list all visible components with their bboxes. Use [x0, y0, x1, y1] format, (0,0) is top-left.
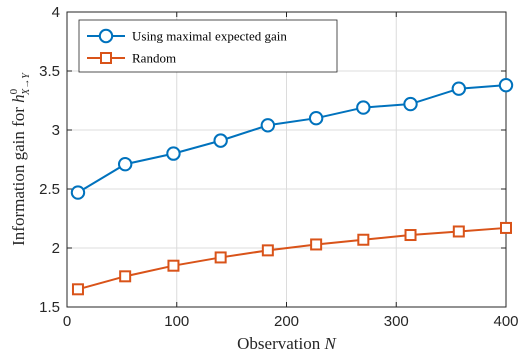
legend: Using maximal expected gain Random — [78, 19, 338, 73]
y-tick-label: 4 — [52, 4, 60, 21]
series-circle — [70, 77, 514, 200]
axis-ticks: 0 100 200 300 400 1.5 2 2.5 3 3.5 4 — [39, 4, 518, 330]
legend-label: Random — [132, 51, 176, 66]
data-point — [308, 111, 324, 126]
data-point — [260, 118, 276, 133]
data-point — [357, 233, 370, 246]
legend-label: Using maximal expected gain — [132, 29, 287, 44]
x-axis-label: Observation N — [237, 334, 337, 353]
x-tick-label: 200 — [274, 313, 299, 330]
series-line — [77, 84, 507, 194]
data-point — [498, 77, 514, 93]
data-point — [452, 225, 465, 238]
series — [70, 77, 514, 296]
data-point — [261, 244, 274, 257]
data-point — [403, 96, 418, 112]
data-point — [70, 185, 86, 200]
legend-marker — [100, 52, 112, 64]
data-point — [213, 133, 228, 148]
x-tick-label: 300 — [384, 313, 409, 330]
data-point — [119, 270, 132, 283]
legend-entry: Random — [87, 51, 176, 66]
series-square — [71, 221, 512, 296]
x-tick-label: 400 — [493, 313, 518, 330]
y-tick-label: 3.5 — [39, 63, 60, 80]
legend-entry: Using maximal expected gain — [87, 29, 287, 44]
x-tick-label: 100 — [164, 313, 189, 330]
y-tick-label: 2.5 — [39, 181, 60, 198]
y-tick-label: 2 — [52, 240, 60, 257]
data-point — [167, 259, 180, 272]
y-tick-label: 1.5 — [39, 299, 60, 316]
y-tick-label: 3 — [52, 122, 60, 139]
data-point — [451, 81, 467, 96]
legend-box — [78, 19, 338, 73]
data-point — [71, 283, 84, 296]
data-point — [214, 251, 227, 264]
y-axis-label: Information gain for h0X→Y — [8, 72, 32, 246]
data-point — [117, 157, 133, 172]
data-point — [166, 146, 181, 161]
series-line — [77, 226, 507, 291]
data-point — [310, 238, 323, 251]
x-tick-label: 0 — [63, 313, 71, 330]
data-point — [500, 221, 512, 234]
data-point — [404, 229, 417, 242]
legend-marker — [98, 28, 114, 44]
data-point — [356, 100, 371, 115]
